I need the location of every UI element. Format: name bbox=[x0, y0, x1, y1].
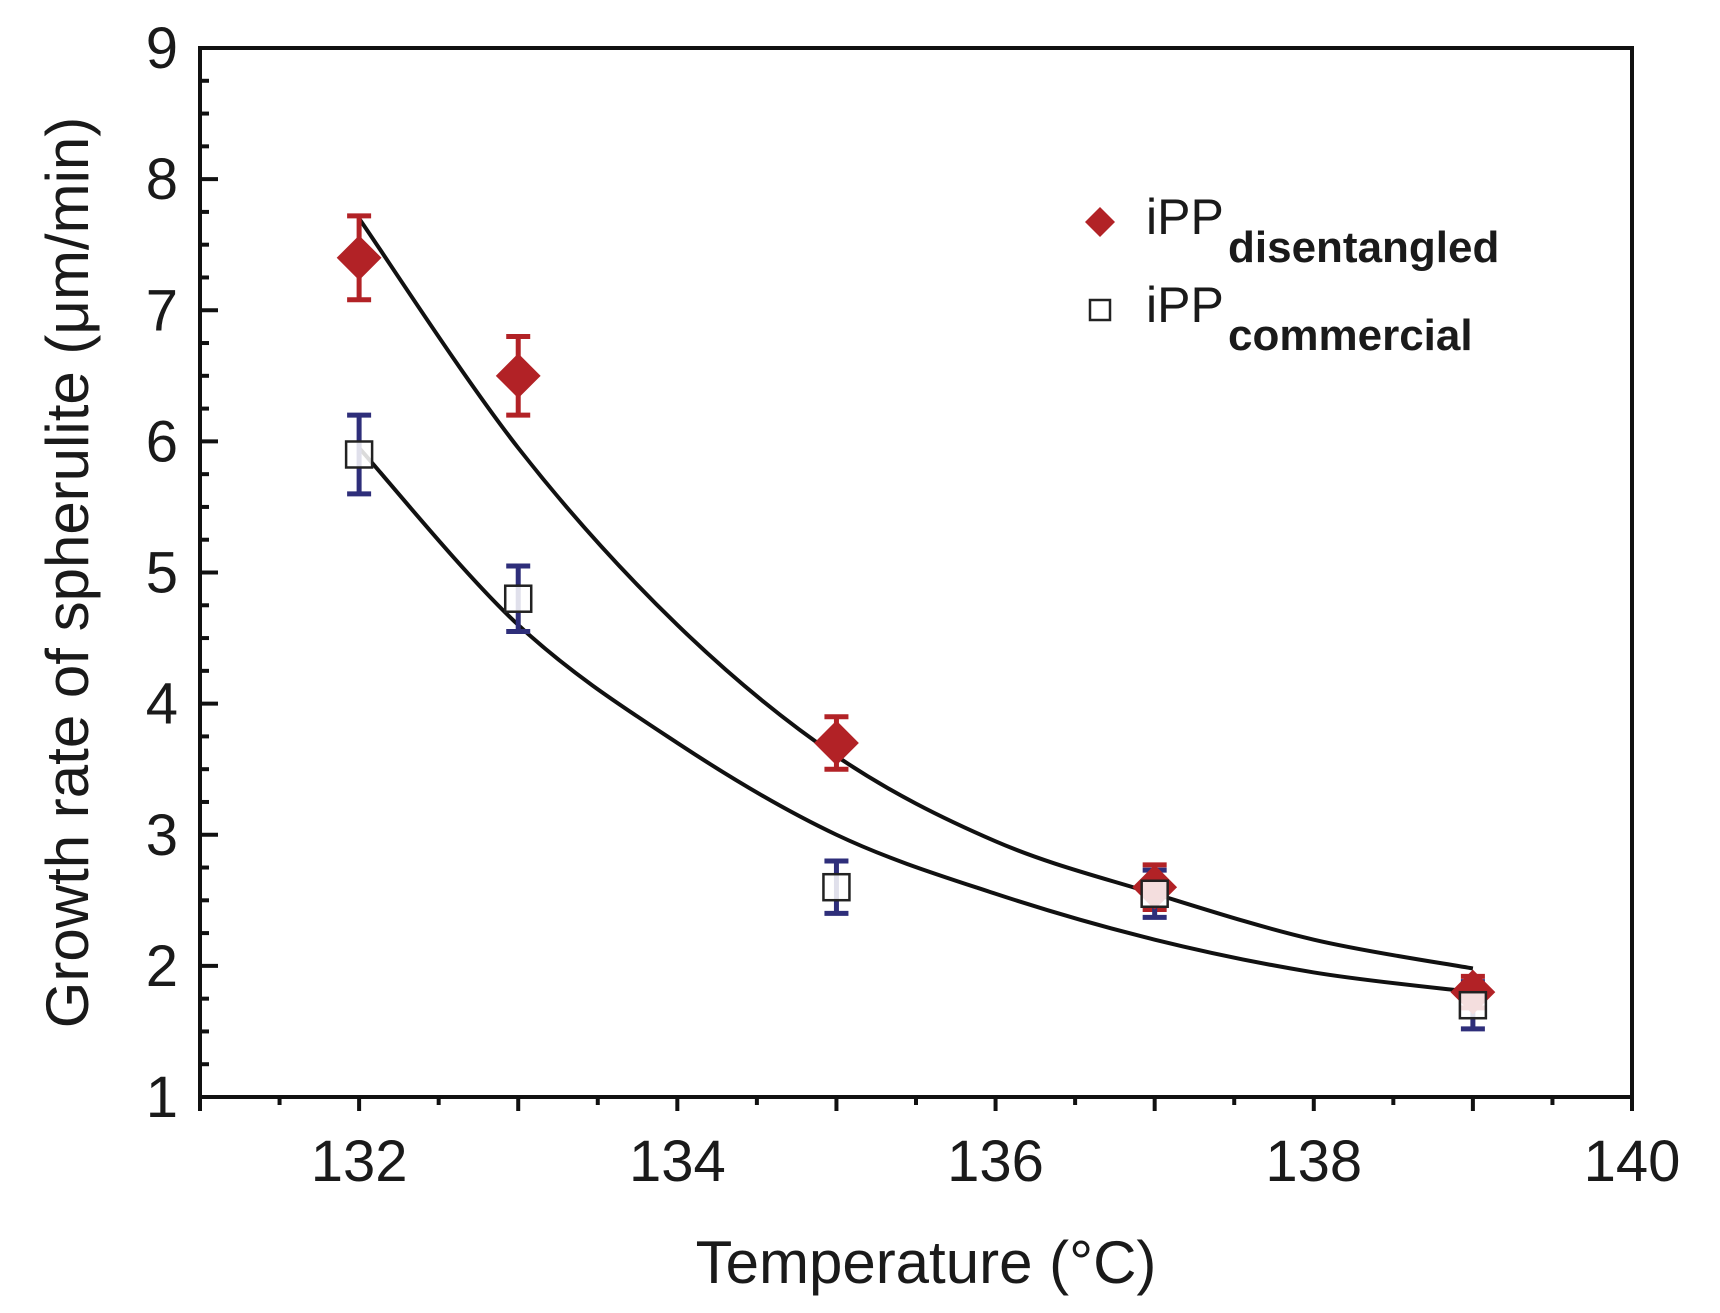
point-commercial bbox=[1140, 879, 1169, 909]
plot-frame bbox=[198, 46, 1634, 1099]
x-tick-label: 140 bbox=[1584, 1129, 1681, 1194]
y-axis-title: Growth rate of spherulite (μm/min) bbox=[34, 117, 101, 1029]
y-tick-label: 7 bbox=[146, 278, 178, 343]
x-axis-title: Temperature (°C) bbox=[696, 1229, 1157, 1296]
y-tick-label: 5 bbox=[146, 541, 178, 606]
point-commercial bbox=[1458, 990, 1488, 1020]
y-tick-label: 8 bbox=[146, 147, 178, 212]
legend-marker-commercial bbox=[1088, 298, 1112, 322]
fit-curve-commercial bbox=[357, 446, 1474, 995]
point-disentangled bbox=[336, 235, 382, 281]
legend-subscript-disentangled: disentangled bbox=[1228, 223, 1499, 272]
y-tick-label: 6 bbox=[146, 409, 178, 474]
point-commercial bbox=[503, 584, 533, 613]
point-commercial bbox=[344, 440, 374, 469]
x-tick-label: 132 bbox=[311, 1129, 408, 1194]
data-markers bbox=[336, 235, 1496, 1020]
y-tick-label: 1 bbox=[146, 1065, 178, 1130]
x-tick-label: 138 bbox=[1265, 1129, 1362, 1194]
fit-curve-disentangled bbox=[357, 217, 1474, 971]
x-tick-label: 136 bbox=[947, 1129, 1044, 1194]
point-disentangled bbox=[814, 720, 859, 766]
x-tick-label: 134 bbox=[629, 1129, 726, 1194]
point-disentangled bbox=[495, 353, 541, 399]
y-tick-label: 2 bbox=[146, 934, 178, 999]
point-commercial bbox=[822, 872, 851, 902]
y-tick-label: 9 bbox=[146, 16, 178, 81]
y-tick-label: 4 bbox=[146, 672, 178, 737]
legend-label-commercial: iPP bbox=[1146, 277, 1224, 333]
legend-marker-disentangled bbox=[1085, 207, 1115, 237]
y-tick-label: 3 bbox=[146, 803, 178, 868]
legend-label-disentangled: iPP bbox=[1146, 189, 1224, 245]
legend-subscript-commercial: commercial bbox=[1228, 311, 1473, 360]
axes: 132 134 136 138 140 1 2 3 4 5 6 7 8 9 Temperature (°C)… bbox=[34, 16, 1680, 1296]
